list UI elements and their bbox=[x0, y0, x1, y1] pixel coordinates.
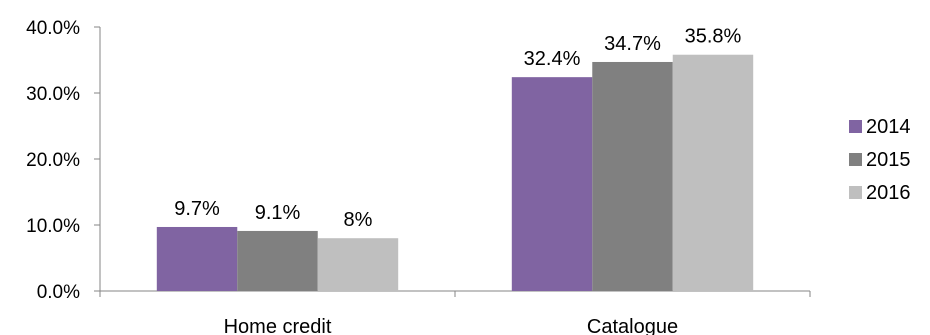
legend-swatch-2014 bbox=[849, 120, 862, 133]
bar-2014-home-credit bbox=[156, 226, 238, 291]
bar-2015-home-credit bbox=[237, 230, 318, 291]
legend-swatch-2015 bbox=[849, 153, 862, 166]
data-label: 9.7% bbox=[174, 198, 220, 220]
x-axis: Home credit Catalogue bbox=[99, 290, 811, 335]
data-label: 32.4% bbox=[524, 48, 581, 70]
data-label: 35.8% bbox=[685, 26, 742, 48]
data-label: 8% bbox=[344, 209, 373, 231]
legend-label: 2016 bbox=[866, 182, 911, 204]
bar-2016-catalogue bbox=[672, 54, 754, 291]
data-label: 34.7% bbox=[604, 33, 661, 55]
y-tick-label: 0.0% bbox=[37, 282, 80, 303]
data-label: 9.1% bbox=[255, 202, 301, 224]
y-tick-label: 20.0% bbox=[26, 150, 80, 171]
bar-2015-catalogue bbox=[592, 61, 673, 292]
legend-label: 2014 bbox=[866, 116, 911, 138]
legend: 2014 2015 2016 bbox=[849, 116, 911, 204]
y-tick-label: 30.0% bbox=[26, 84, 80, 105]
y-tick-label: 10.0% bbox=[26, 216, 80, 237]
y-axis: 0.0% 10.0% 20.0% 30.0% 40.0% bbox=[26, 18, 101, 303]
bars bbox=[156, 54, 754, 292]
bar-2016-home-credit bbox=[317, 238, 399, 291]
y-tick-label: 40.0% bbox=[26, 18, 80, 39]
legend-swatch-2016 bbox=[849, 186, 862, 199]
data-labels: 9.7% 9.1% 8% 32.4% 34.7% 35.8% bbox=[174, 26, 741, 231]
category-label: Catalogue bbox=[587, 316, 678, 335]
category-label: Home credit bbox=[224, 316, 332, 335]
legend-label: 2015 bbox=[866, 149, 911, 171]
bar-2014-catalogue bbox=[511, 77, 593, 291]
